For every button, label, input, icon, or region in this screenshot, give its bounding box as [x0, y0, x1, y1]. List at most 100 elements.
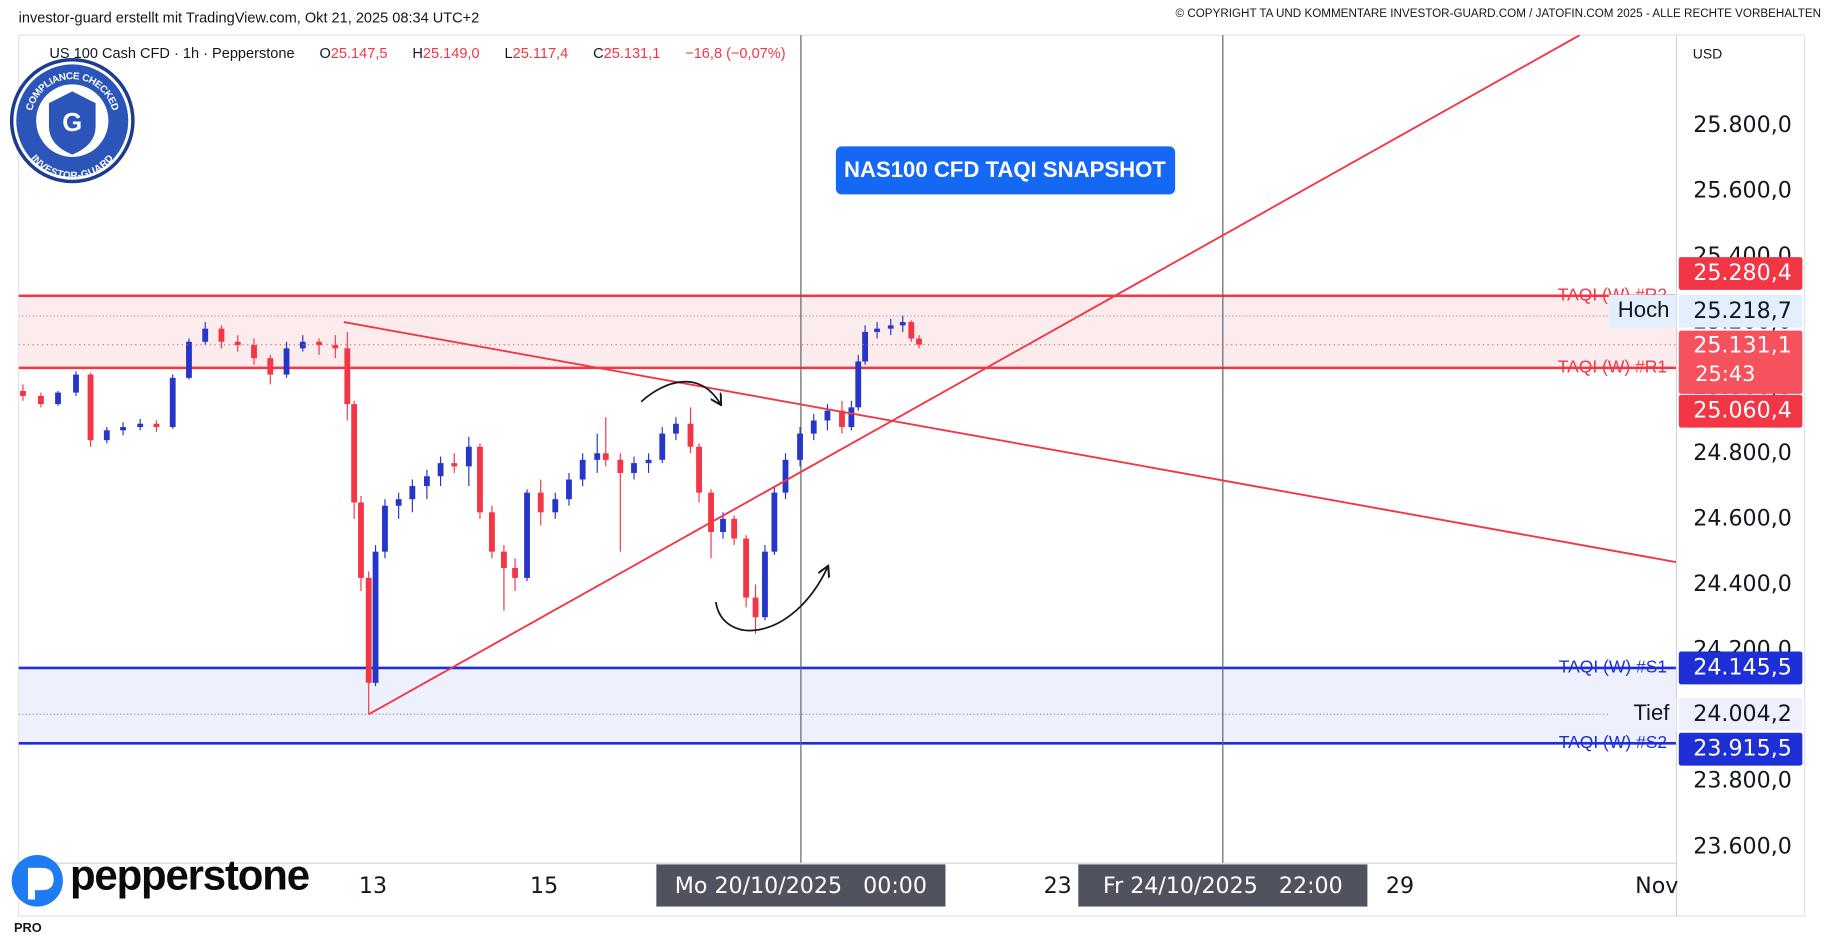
- low-tag-label: Tief: [1633, 700, 1670, 725]
- legend-change: −16,8 (−0,07%): [685, 46, 785, 62]
- legend-value: 25.149,0: [423, 46, 480, 62]
- level-zone: [18, 667, 1677, 744]
- frame: [18, 34, 1806, 917]
- candle-body: [365, 577, 372, 683]
- legend-key: H: [412, 46, 423, 62]
- legend: US 100 Cash CFD · 1h · Pepperstone O25.1…: [29, 46, 798, 62]
- candle-body: [797, 433, 803, 460]
- candle-body: [234, 341, 241, 346]
- candle-body: [645, 459, 652, 464]
- y-tick-label: 23.800,0: [1693, 768, 1792, 794]
- candle-body: [20, 390, 26, 396]
- candle-body: [566, 479, 572, 500]
- candle-body: [218, 328, 225, 342]
- plot-area: [18, 35, 1677, 864]
- candle-body: [602, 453, 609, 460]
- candle-body: [673, 423, 679, 434]
- x-tick-label: 15: [530, 873, 558, 899]
- price-box-label: 25.218,7: [1693, 298, 1792, 324]
- candle-body: [382, 505, 388, 552]
- candle-body: [537, 492, 544, 513]
- candle-body: [437, 463, 444, 477]
- candle-body: [186, 341, 192, 378]
- price-box: [1678, 394, 1803, 428]
- copyright: © COPYRIGHT TA UND KOMMENTARE INVESTOR-G…: [1176, 7, 1821, 20]
- candle-body: [908, 322, 915, 339]
- candle-body: [332, 345, 339, 349]
- candle-body: [299, 341, 306, 349]
- candle-body: [731, 518, 738, 539]
- price-box: [1678, 697, 1803, 731]
- candle-body: [839, 410, 845, 428]
- broker-icon-mark: [27, 867, 54, 900]
- candle-body: [372, 551, 379, 683]
- price-box: [1678, 257, 1803, 290]
- candle-body: [579, 459, 586, 480]
- candle-body: [659, 433, 666, 460]
- candle-body: [395, 499, 402, 506]
- candle-body: [409, 486, 416, 500]
- candle-body: [87, 374, 94, 441]
- candle-body: [916, 338, 922, 345]
- candle-body: [848, 407, 855, 428]
- price-box-label: 25.060,4: [1693, 398, 1792, 424]
- crosshair-label-box: [656, 864, 946, 907]
- candle-body: [73, 374, 79, 393]
- candle-body: [762, 551, 768, 618]
- candle-body: [251, 345, 257, 359]
- y-tick-label: 23.600,0: [1693, 833, 1792, 859]
- level-label: TAQI (W) #S2: [1559, 732, 1667, 752]
- candle-body: [752, 597, 759, 618]
- legend-value: 25.117,4: [513, 46, 569, 62]
- trend-line: [368, 35, 1581, 716]
- x-tick-label: 13: [359, 873, 387, 899]
- candle-body: [501, 551, 507, 569]
- badge-letter: G: [62, 109, 82, 137]
- candle-body: [810, 420, 817, 434]
- candle-body: [594, 453, 601, 460]
- candle-body: [874, 328, 880, 332]
- crosshair-label: Fr 24/10/2025 22:00: [1103, 873, 1343, 899]
- platform-label: PRO: [14, 920, 42, 935]
- price-box-label: 24.004,2: [1693, 701, 1792, 727]
- x-tick-label: 29: [1386, 873, 1414, 899]
- price-box-label: 23.915,5: [1693, 736, 1792, 762]
- candle-body: [782, 459, 789, 493]
- x-tick-label: Nov: [1635, 873, 1678, 899]
- price-box: [1678, 651, 1803, 685]
- price-box: [1678, 732, 1803, 766]
- candle-body: [316, 341, 322, 346]
- annotation-arrow: [714, 567, 828, 632]
- candle-body: [696, 446, 702, 493]
- platform-logo: [11, 920, 80, 937]
- badge-shield: [48, 91, 96, 155]
- candle-body: [743, 538, 750, 598]
- candle-body: [708, 492, 714, 532]
- crosshair-label-box: [1078, 864, 1368, 907]
- legend-key: C: [593, 46, 604, 62]
- legend-key: L: [504, 46, 512, 62]
- price-box: [1678, 294, 1803, 328]
- candle-body: [862, 331, 869, 362]
- candle-body: [120, 427, 126, 431]
- low-tag: [1608, 697, 1677, 731]
- badge: G COMPLIANCE CHECKED INVESTOR-GUARD: [9, 57, 135, 184]
- candle-body: [465, 446, 472, 467]
- candle-body: [887, 325, 894, 329]
- candle-body: [423, 476, 430, 487]
- y-tick-label: 24.600,0: [1693, 505, 1792, 531]
- y-tick-label: 25.600,0: [1693, 177, 1792, 203]
- legend-value: 25.131,1: [604, 46, 661, 62]
- candle-body: [37, 395, 44, 405]
- high-tag: [1608, 294, 1677, 328]
- candle-body: [899, 322, 906, 326]
- candle-body: [169, 377, 176, 428]
- candle-body: [489, 512, 495, 552]
- candle-body: [512, 568, 518, 578]
- candle-body: [824, 410, 831, 421]
- x-tick-label: 23: [1044, 873, 1072, 899]
- y-tick-label: 24.400,0: [1693, 571, 1792, 597]
